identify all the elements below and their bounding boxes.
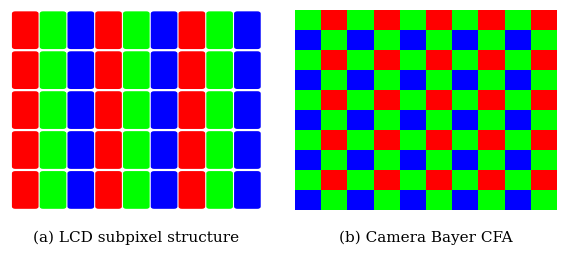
FancyBboxPatch shape: [151, 91, 177, 129]
FancyBboxPatch shape: [123, 91, 149, 129]
FancyBboxPatch shape: [234, 91, 261, 129]
Text: (b) Camera Bayer CFA: (b) Camera Bayer CFA: [339, 231, 513, 245]
FancyBboxPatch shape: [151, 171, 177, 209]
FancyBboxPatch shape: [68, 51, 94, 89]
FancyBboxPatch shape: [95, 171, 122, 209]
FancyBboxPatch shape: [95, 51, 122, 89]
Text: (a) LCD subpixel structure: (a) LCD subpixel structure: [34, 231, 239, 245]
FancyBboxPatch shape: [40, 171, 66, 209]
FancyBboxPatch shape: [95, 91, 122, 129]
FancyBboxPatch shape: [206, 171, 233, 209]
FancyBboxPatch shape: [12, 131, 39, 169]
FancyBboxPatch shape: [123, 51, 149, 89]
FancyBboxPatch shape: [151, 131, 177, 169]
FancyBboxPatch shape: [68, 131, 94, 169]
FancyBboxPatch shape: [234, 11, 261, 49]
FancyBboxPatch shape: [40, 51, 66, 89]
FancyBboxPatch shape: [234, 171, 261, 209]
FancyBboxPatch shape: [40, 91, 66, 129]
FancyBboxPatch shape: [68, 171, 94, 209]
FancyBboxPatch shape: [206, 51, 233, 89]
FancyBboxPatch shape: [178, 11, 205, 49]
FancyBboxPatch shape: [151, 11, 177, 49]
FancyBboxPatch shape: [40, 131, 66, 169]
FancyBboxPatch shape: [206, 91, 233, 129]
FancyBboxPatch shape: [178, 91, 205, 129]
FancyBboxPatch shape: [12, 171, 39, 209]
FancyBboxPatch shape: [178, 51, 205, 89]
FancyBboxPatch shape: [206, 131, 233, 169]
FancyBboxPatch shape: [12, 91, 39, 129]
FancyBboxPatch shape: [234, 131, 261, 169]
FancyBboxPatch shape: [95, 131, 122, 169]
FancyBboxPatch shape: [206, 11, 233, 49]
FancyBboxPatch shape: [178, 131, 205, 169]
FancyBboxPatch shape: [12, 51, 39, 89]
FancyBboxPatch shape: [123, 131, 149, 169]
FancyBboxPatch shape: [123, 11, 149, 49]
FancyBboxPatch shape: [234, 51, 261, 89]
FancyBboxPatch shape: [12, 11, 39, 49]
FancyBboxPatch shape: [40, 11, 66, 49]
FancyBboxPatch shape: [178, 171, 205, 209]
FancyBboxPatch shape: [151, 51, 177, 89]
FancyBboxPatch shape: [68, 91, 94, 129]
FancyBboxPatch shape: [95, 11, 122, 49]
FancyBboxPatch shape: [123, 171, 149, 209]
FancyBboxPatch shape: [68, 11, 94, 49]
